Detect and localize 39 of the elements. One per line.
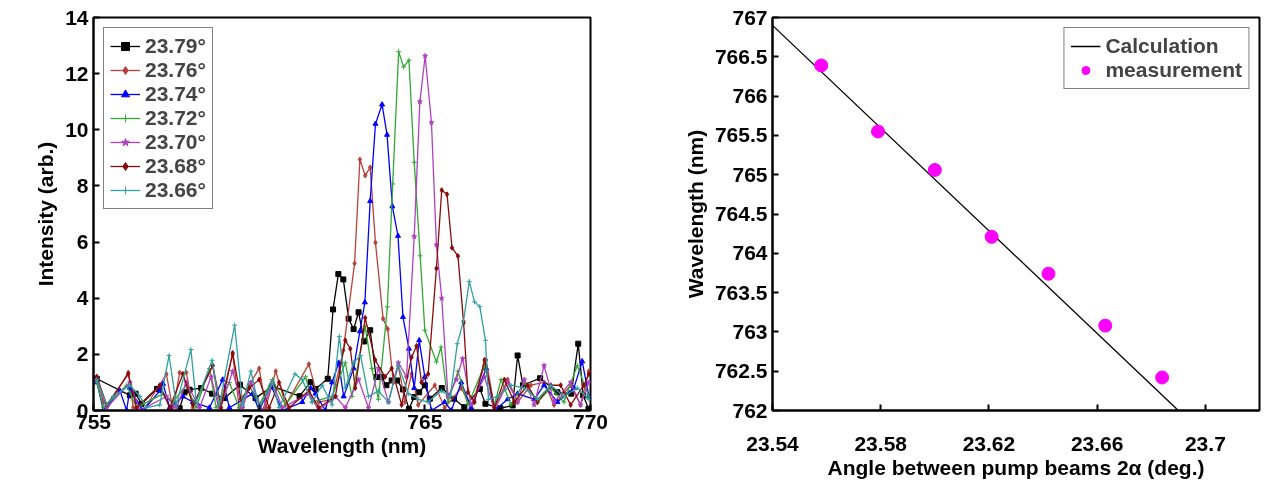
x-tick-label: 770	[572, 409, 609, 433]
y-tick-label: 763.5	[714, 280, 768, 304]
y-tick-label: 763	[732, 319, 768, 343]
legend-label: 23.76°	[145, 58, 206, 82]
x-tick-label: 23.54	[746, 431, 800, 455]
y-tick-label: 766	[732, 84, 768, 108]
y-tick-label: 4	[76, 286, 89, 310]
y-tick-label: 765	[732, 162, 768, 186]
x-tick-label: 760	[241, 409, 277, 433]
x-axis-title: Wavelength (nm)	[257, 433, 427, 457]
x-tick-label: 23.58	[854, 431, 908, 455]
y-tick-label: 764	[732, 241, 768, 265]
y-tick-label: 767	[732, 5, 768, 29]
y-tick-label: 12	[65, 61, 89, 85]
legend-label: measurement	[1105, 58, 1242, 82]
x-tick-label: 23.62	[962, 431, 1016, 455]
x-tick-label: 23.7	[1184, 431, 1226, 455]
x-axis-title: Angle between pump beams 2α (deg.)	[827, 455, 1205, 479]
y-tick-label: 8	[76, 173, 89, 197]
y-tick-label: 14	[65, 5, 89, 29]
legend-label: 23.74°	[145, 82, 206, 106]
y-tick-label: 762	[732, 398, 768, 422]
legend-label: 23.68°	[145, 154, 206, 178]
x-tick-label: 765	[407, 409, 443, 433]
y-axis-title: Intensity (arb.)	[34, 141, 58, 287]
legend-label: Calculation	[1105, 34, 1219, 58]
x-tick-label: 23.66	[1070, 431, 1124, 455]
y-tick-label: 766.5	[714, 44, 768, 68]
y-tick-label: 765.5	[714, 123, 768, 147]
legend-label: 23.72°	[145, 106, 206, 130]
y-tick-label: 762.5	[714, 359, 768, 383]
y-tick-label: 10	[65, 117, 89, 141]
legend-label: 23.70°	[145, 130, 206, 154]
legend-label: 23.66°	[145, 178, 206, 202]
y-tick-label: 6	[76, 230, 89, 254]
y-tick-label: 764.5	[714, 202, 768, 225]
y-axis-title: Wavelength (nm)	[683, 129, 707, 299]
y-tick-label: 2	[76, 342, 89, 366]
legend-label: 23.79°	[145, 34, 206, 58]
